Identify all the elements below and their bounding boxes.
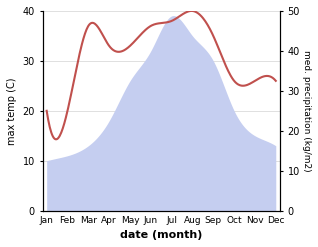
X-axis label: date (month): date (month): [120, 230, 203, 240]
Y-axis label: med. precipitation (kg/m2): med. precipitation (kg/m2): [302, 50, 311, 172]
Y-axis label: max temp (C): max temp (C): [7, 77, 17, 144]
